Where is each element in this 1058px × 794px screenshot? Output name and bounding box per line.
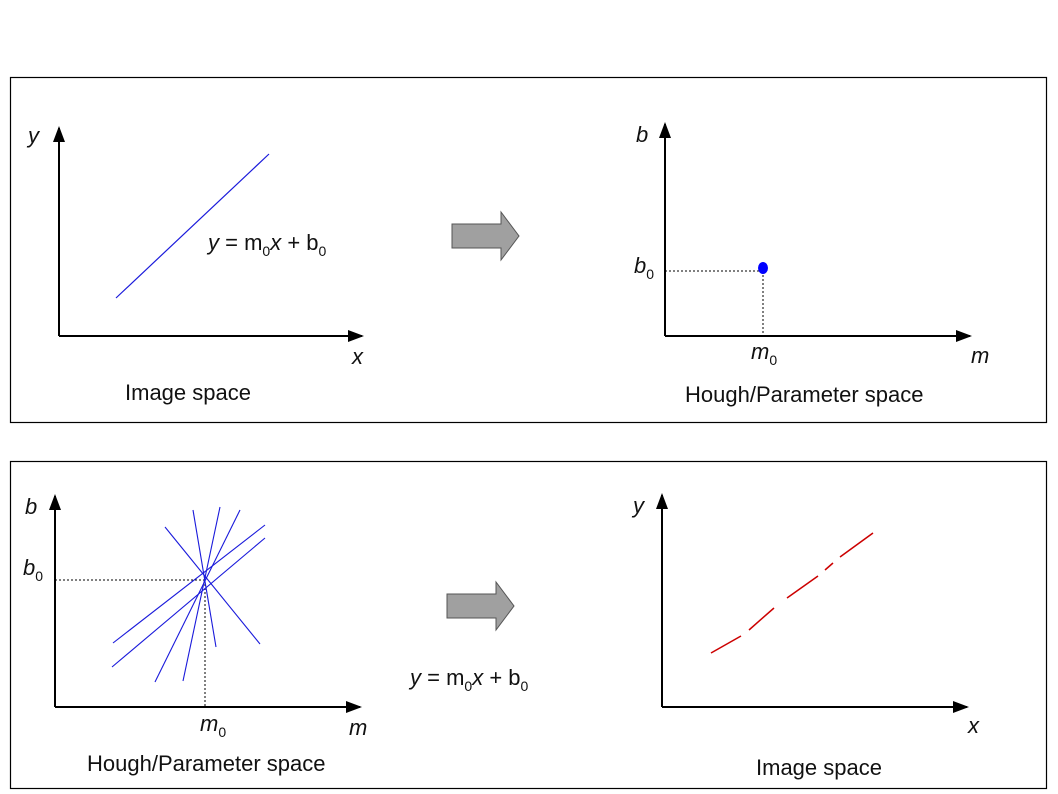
y-axis-label: y — [631, 493, 646, 518]
segment — [787, 576, 818, 598]
x-axis-label: x — [967, 713, 980, 738]
x-axis-label: x — [351, 344, 364, 369]
m0-label: m0 — [200, 711, 226, 740]
transform-arrow — [447, 582, 514, 630]
image-space-caption: Image space — [125, 380, 251, 405]
segment — [840, 533, 873, 557]
b-axis-label: b — [25, 494, 37, 519]
pencil-line — [112, 538, 265, 667]
pencil-line — [183, 507, 220, 681]
line-equation: y = m0x + b0 — [206, 230, 327, 259]
bottom-image-space-graph: y x Image space — [631, 493, 980, 780]
top-image-space-graph: y x y = m0x + b0 Image space — [26, 123, 364, 405]
hough-space-caption: Hough/Parameter space — [87, 751, 325, 776]
m0-label: m0 — [751, 339, 777, 368]
segment — [825, 563, 833, 570]
m-axis-label: m — [349, 715, 367, 740]
segment — [749, 608, 774, 630]
top-panel-frame — [11, 78, 1047, 423]
segment — [711, 636, 741, 653]
hough-space-caption: Hough/Parameter space — [685, 382, 923, 407]
pencil-line — [113, 525, 265, 643]
image-space-caption: Image space — [756, 755, 882, 780]
detected-segments — [711, 533, 873, 653]
line-pencil — [112, 507, 265, 682]
m-axis-label: m — [971, 343, 989, 368]
bottom-hough-space-graph: b m b0 m0 Hough/Parameter space — [23, 494, 367, 776]
b0-label: b0 — [23, 555, 43, 584]
y-axis-label: y — [26, 123, 41, 148]
hough-point — [758, 262, 768, 274]
image-line — [116, 154, 269, 298]
top-hough-space-graph: b m b0 m0 Hough/Parameter space — [634, 122, 989, 407]
line-equation: y = m0x + b0 — [408, 665, 529, 694]
bottom-panel-frame — [11, 462, 1047, 789]
transform-arrow — [452, 212, 519, 260]
b0-label: b0 — [634, 253, 654, 282]
b-axis-label: b — [636, 122, 648, 147]
